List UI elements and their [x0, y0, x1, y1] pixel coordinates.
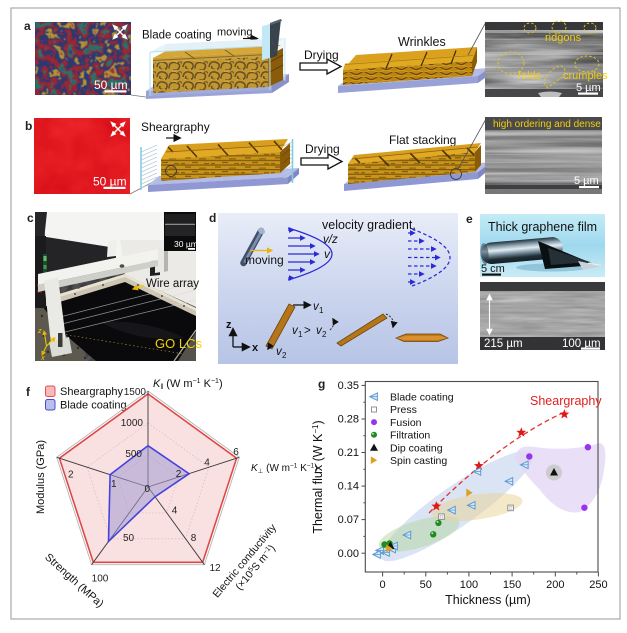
svg-text:v: v [324, 247, 331, 261]
svg-text:a: a [24, 19, 31, 33]
svg-text:Modulus (GPa): Modulus (GPa) [35, 440, 47, 514]
svg-text:Drying: Drying [305, 142, 340, 156]
svg-text:Sheargraphy: Sheargraphy [60, 386, 123, 398]
svg-text:1: 1 [298, 330, 303, 339]
svg-text:v: v [276, 346, 283, 358]
svg-text:v: v [313, 301, 320, 313]
svg-text:e: e [466, 212, 473, 226]
svg-text:Thermal flux (W K−1): Thermal flux (W K−1) [311, 420, 325, 533]
svg-text:50 µm: 50 µm [94, 78, 128, 92]
svg-text:ridgons: ridgons [545, 32, 582, 44]
svg-text:x: x [252, 342, 259, 354]
svg-text:high ordering and dense: high ordering and dense [493, 119, 601, 130]
svg-text:v: v [316, 325, 323, 337]
svg-text:>: > [304, 325, 311, 337]
svg-text:c: c [27, 211, 34, 225]
svg-text:g: g [318, 377, 325, 391]
svg-text:4: 4 [172, 506, 178, 517]
svg-text:0: 0 [144, 484, 150, 495]
svg-text:0: 0 [380, 579, 386, 591]
svg-text:Filtration: Filtration [390, 430, 430, 442]
svg-text:100: 100 [460, 579, 478, 591]
svg-text:200: 200 [546, 579, 564, 591]
svg-text:Thickness (µm): Thickness (µm) [445, 593, 531, 607]
svg-text:50: 50 [420, 579, 432, 591]
svg-text:v/z: v/z [323, 234, 338, 246]
svg-text:K⊥ (W m−1 K−1): K⊥ (W m−1 K−1) [251, 463, 318, 476]
svg-text:Drying: Drying [304, 48, 339, 62]
svg-text:Wire array: Wire array [146, 278, 199, 290]
svg-text:x: x [40, 353, 45, 362]
svg-text:500: 500 [125, 449, 142, 460]
svg-text:Kǁ (W m−1 K−1): Kǁ (W m−1 K−1) [153, 378, 223, 391]
svg-text:Sheargraphy: Sheargraphy [141, 120, 210, 134]
svg-text:4: 4 [204, 458, 210, 469]
svg-text:moving: moving [245, 253, 284, 267]
svg-text:z: z [226, 319, 232, 331]
svg-text:v: v [292, 325, 299, 337]
svg-text:Wrinkles: Wrinkles [398, 35, 446, 49]
svg-text:250: 250 [589, 579, 607, 591]
svg-text:crumples: crumples [563, 70, 608, 82]
svg-text:Blade coating: Blade coating [60, 400, 127, 412]
svg-text:5 µm: 5 µm [574, 175, 599, 187]
svg-text:5 cm: 5 cm [481, 263, 505, 275]
svg-text:y: y [49, 334, 55, 343]
svg-text:0.00: 0.00 [338, 548, 359, 560]
svg-text:Sheargraphy: Sheargraphy [530, 394, 602, 408]
svg-text:1: 1 [319, 306, 324, 315]
svg-text:5 µm: 5 µm [576, 82, 601, 94]
svg-text:2: 2 [176, 469, 182, 480]
svg-text:50 µm: 50 µm [93, 175, 127, 189]
svg-text:6: 6 [233, 447, 239, 458]
svg-text:velocity gradient,: velocity gradient, [322, 218, 416, 232]
svg-text:1500: 1500 [124, 387, 147, 398]
svg-text:b: b [25, 119, 32, 133]
svg-text:Fusion: Fusion [390, 417, 422, 429]
svg-text:Thick graphene film: Thick graphene film [488, 220, 597, 234]
svg-text:0.35: 0.35 [338, 380, 359, 392]
svg-text:8: 8 [191, 533, 197, 544]
svg-text:150: 150 [503, 579, 521, 591]
svg-text:0.21: 0.21 [338, 447, 359, 459]
svg-text:30 µm: 30 µm [174, 239, 198, 249]
svg-text:Spin casting: Spin casting [390, 455, 447, 467]
svg-text:215 µm: 215 µm [484, 338, 523, 350]
svg-text:d: d [209, 211, 216, 225]
svg-text:GO LCs: GO LCs [155, 336, 202, 351]
svg-text:12: 12 [209, 563, 221, 574]
svg-text:f: f [26, 385, 31, 399]
svg-text:moving: moving [217, 27, 252, 39]
svg-text:0.28: 0.28 [338, 414, 359, 426]
svg-text:z: z [37, 326, 42, 335]
svg-text:100: 100 [92, 574, 109, 585]
svg-text:Press: Press [390, 404, 417, 416]
svg-text:100 µm: 100 µm [562, 338, 601, 350]
svg-text:2: 2 [322, 330, 327, 339]
svg-text:2: 2 [282, 351, 287, 360]
svg-text:Blade coating: Blade coating [390, 392, 454, 404]
svg-text:Flat stacking: Flat stacking [389, 133, 456, 147]
svg-text:2: 2 [68, 470, 74, 481]
svg-text:1: 1 [111, 479, 117, 490]
svg-text:Blade coating: Blade coating [142, 30, 212, 42]
svg-text:Dip coating: Dip coating [390, 442, 443, 454]
svg-text:0.07: 0.07 [338, 514, 359, 526]
svg-text:folds: folds [518, 70, 542, 82]
svg-text:1000: 1000 [121, 418, 144, 429]
svg-text:0.14: 0.14 [338, 481, 359, 493]
svg-text:50: 50 [123, 533, 135, 544]
